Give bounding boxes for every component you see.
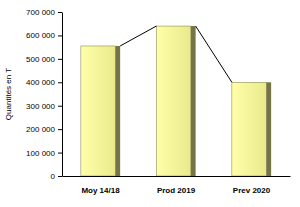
y-tick-mark <box>58 82 62 83</box>
y-tick-label: 600 000 <box>26 31 55 40</box>
y-axis-title: Quantités en T <box>4 68 13 120</box>
bar <box>81 46 116 176</box>
y-tick: 300 000 <box>26 102 62 111</box>
y-tick-label: 100 000 <box>26 149 55 158</box>
series-line <box>120 26 156 46</box>
chart: 0 100 000 200 000 300 000 400 000 500 000 600 … <box>0 0 300 207</box>
y-tick-mark <box>58 129 62 130</box>
plot: 0 100 000 200 000 300 000 400 000 500 000 600 … <box>26 8 290 195</box>
y-tick-mark <box>58 176 62 177</box>
y-axis-line <box>62 13 63 177</box>
x-tick-label: Prev 2020 <box>233 186 271 195</box>
y-axis: 0 100 000 200 000 300 000 400 000 500 000 600 … <box>26 8 62 181</box>
y-tick: 100 000 <box>26 149 62 158</box>
y-tick-mark <box>58 106 62 107</box>
x-tick: Moy 14/18 <box>81 186 120 195</box>
bars <box>81 26 271 176</box>
y-tick-label: 700 000 <box>26 8 55 17</box>
y-tick: 700 000 <box>26 8 62 17</box>
y-tick-label: 400 000 <box>26 78 55 87</box>
x-axis: Moy 14/18 Prod 2019 Prev 2020 <box>63 177 291 195</box>
x-axis-line <box>63 176 291 177</box>
bar-side <box>266 82 271 176</box>
x-tick-label: Prod 2019 <box>157 186 196 195</box>
y-tick: 500 000 <box>26 55 62 64</box>
y-tick: 400 000 <box>26 78 62 87</box>
x-tick: Prod 2019 <box>157 186 196 195</box>
y-tick-label: 200 000 <box>26 125 55 134</box>
bar <box>232 82 267 176</box>
y-tick-label: 300 000 <box>26 102 55 111</box>
bar <box>156 26 191 176</box>
x-tick-label: Moy 14/18 <box>81 186 120 195</box>
y-tick-mark <box>58 35 62 36</box>
y-tick: 600 000 <box>26 31 62 40</box>
y-tick-label: 500 000 <box>26 55 55 64</box>
y-tick: 0 <box>51 172 62 181</box>
bar-side <box>115 46 120 176</box>
y-tick: 200 000 <box>26 125 62 134</box>
bar-side <box>191 26 196 176</box>
x-tick: Prev 2020 <box>233 186 271 195</box>
y-tick-mark <box>58 153 62 154</box>
series-line <box>196 26 232 82</box>
y-tick-mark <box>58 59 62 60</box>
y-tick-mark <box>58 12 62 13</box>
y-tick-label: 0 <box>51 172 56 181</box>
